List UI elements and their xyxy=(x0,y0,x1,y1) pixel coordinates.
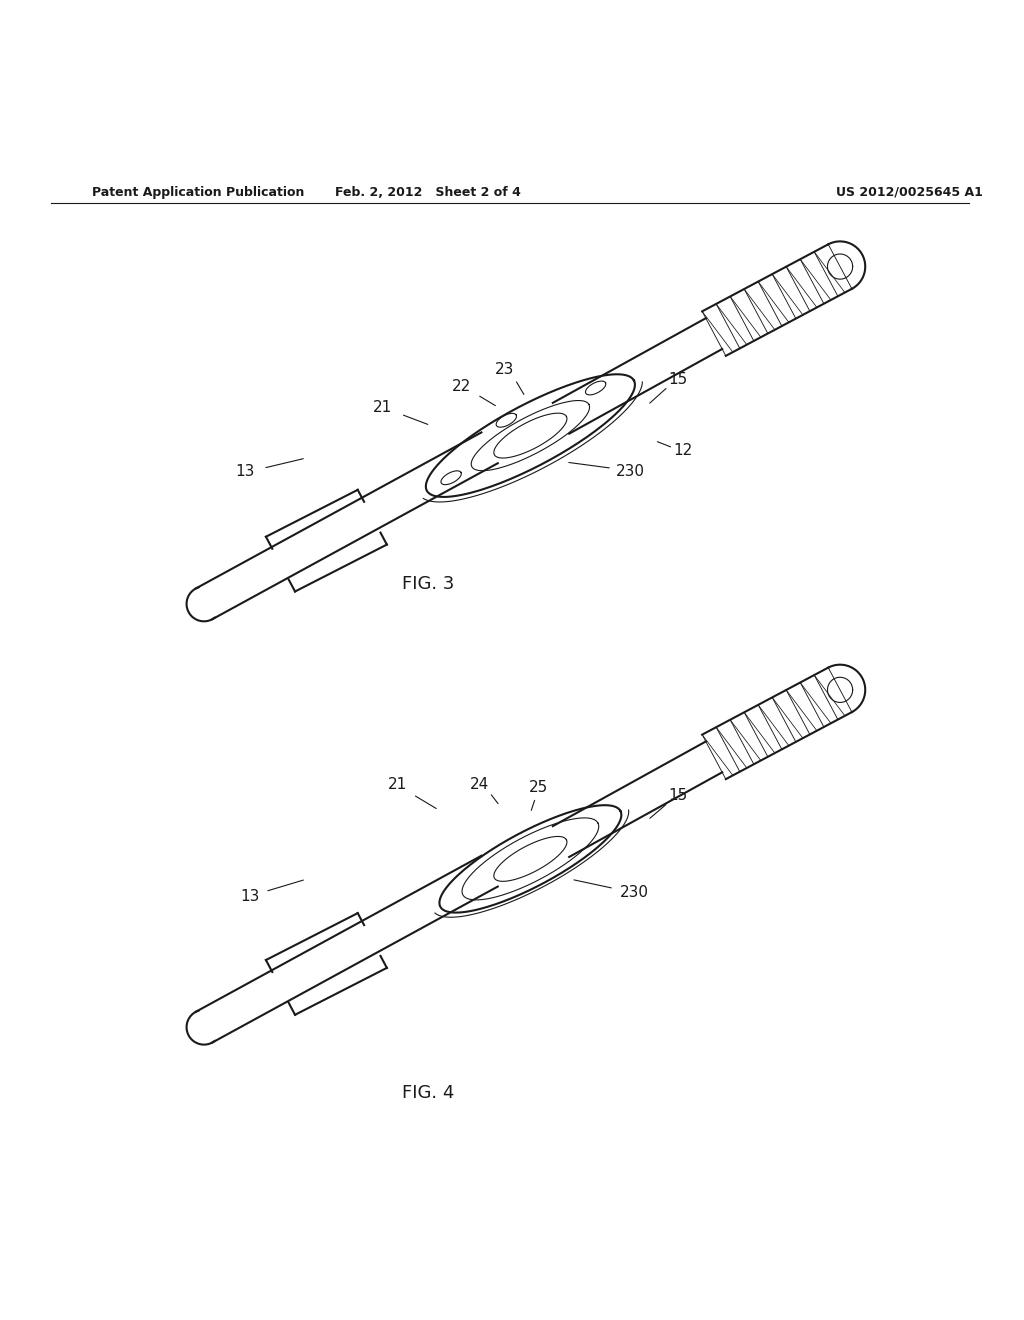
Text: 22: 22 xyxy=(452,379,471,395)
Text: 25: 25 xyxy=(529,780,548,795)
Text: 21: 21 xyxy=(388,777,408,792)
Text: Patent Application Publication: Patent Application Publication xyxy=(92,186,304,199)
Text: 230: 230 xyxy=(620,884,649,900)
Text: Feb. 2, 2012   Sheet 2 of 4: Feb. 2, 2012 Sheet 2 of 4 xyxy=(336,186,521,199)
Text: 24: 24 xyxy=(470,777,489,792)
Text: US 2012/0025645 A1: US 2012/0025645 A1 xyxy=(837,186,983,199)
Text: 13: 13 xyxy=(236,463,255,479)
Text: 15: 15 xyxy=(669,788,688,803)
Text: FIG. 4: FIG. 4 xyxy=(402,1085,455,1102)
Text: 21: 21 xyxy=(373,400,392,414)
Text: 23: 23 xyxy=(496,362,515,376)
Text: 15: 15 xyxy=(669,372,688,387)
Text: 12: 12 xyxy=(674,444,693,458)
Text: 230: 230 xyxy=(615,463,645,479)
Text: FIG. 3: FIG. 3 xyxy=(402,574,455,593)
Text: 13: 13 xyxy=(241,890,259,904)
